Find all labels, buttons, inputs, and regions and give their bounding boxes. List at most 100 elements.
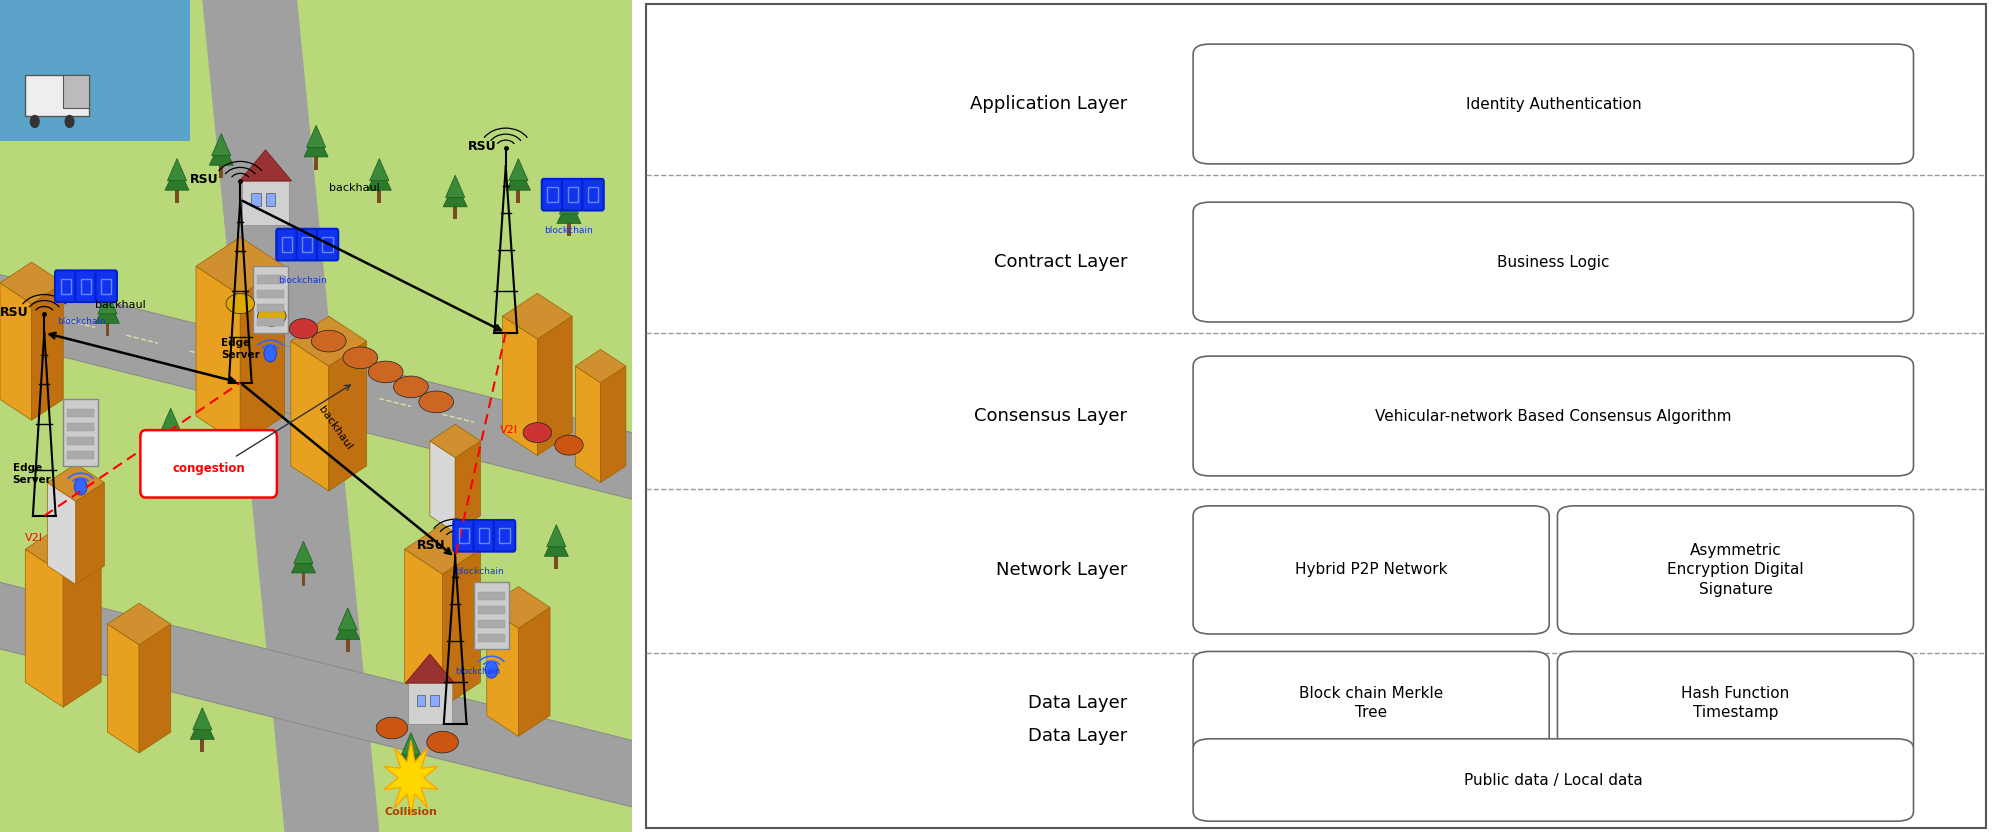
Polygon shape xyxy=(401,733,421,755)
FancyBboxPatch shape xyxy=(277,229,297,260)
Circle shape xyxy=(265,345,277,362)
Bar xyxy=(257,290,283,298)
Text: congestion: congestion xyxy=(173,462,245,475)
FancyBboxPatch shape xyxy=(140,430,277,498)
FancyBboxPatch shape xyxy=(454,520,476,552)
Polygon shape xyxy=(305,131,327,157)
Ellipse shape xyxy=(343,347,377,369)
Text: Vehicular-network Based Consensus Algorithm: Vehicular-network Based Consensus Algori… xyxy=(1375,409,1732,423)
Polygon shape xyxy=(291,341,329,491)
FancyBboxPatch shape xyxy=(474,520,496,552)
Bar xyxy=(257,275,283,284)
Bar xyxy=(407,683,452,724)
Bar xyxy=(460,528,470,543)
Polygon shape xyxy=(76,483,104,584)
Text: Asymmetric
Encryption Digital
Signature: Asymmetric Encryption Digital Signature xyxy=(1668,542,1804,597)
Polygon shape xyxy=(367,165,391,191)
Polygon shape xyxy=(239,150,291,181)
Text: Data Layer: Data Layer xyxy=(1028,727,1128,745)
Polygon shape xyxy=(203,0,379,832)
Ellipse shape xyxy=(393,376,427,398)
Polygon shape xyxy=(193,708,213,730)
Text: backhaul: backhaul xyxy=(317,404,353,451)
Polygon shape xyxy=(456,441,480,532)
Bar xyxy=(169,437,173,453)
Bar xyxy=(516,187,520,203)
Circle shape xyxy=(74,478,86,495)
Polygon shape xyxy=(211,134,231,156)
Bar xyxy=(478,606,506,614)
Bar xyxy=(66,437,94,445)
Bar xyxy=(64,399,98,466)
Bar xyxy=(568,187,578,202)
Ellipse shape xyxy=(257,306,287,326)
FancyBboxPatch shape xyxy=(1192,44,1913,164)
Bar xyxy=(100,279,110,294)
Bar xyxy=(66,409,94,417)
Text: Hybrid P2P Network: Hybrid P2P Network xyxy=(1295,562,1447,577)
FancyBboxPatch shape xyxy=(54,270,76,302)
Polygon shape xyxy=(329,341,367,491)
Polygon shape xyxy=(159,414,183,440)
Polygon shape xyxy=(399,739,423,765)
Circle shape xyxy=(486,661,498,678)
Bar xyxy=(175,187,179,203)
Polygon shape xyxy=(98,292,116,314)
FancyBboxPatch shape xyxy=(1192,739,1913,821)
Polygon shape xyxy=(405,654,454,683)
Polygon shape xyxy=(26,524,100,574)
Text: blockchain: blockchain xyxy=(544,226,592,235)
Bar xyxy=(568,220,570,236)
Text: blockchain: blockchain xyxy=(456,567,504,576)
Bar xyxy=(241,181,289,225)
Polygon shape xyxy=(337,608,357,630)
Polygon shape xyxy=(0,0,189,141)
Text: V2I: V2I xyxy=(26,532,44,542)
Text: Contract Layer: Contract Layer xyxy=(993,253,1128,271)
Bar xyxy=(315,154,317,170)
Polygon shape xyxy=(138,624,171,753)
Text: Application Layer: Application Layer xyxy=(969,95,1128,113)
Text: backhaul: backhaul xyxy=(94,300,147,310)
FancyBboxPatch shape xyxy=(317,229,339,260)
Polygon shape xyxy=(0,582,632,807)
Text: Consensus Layer: Consensus Layer xyxy=(973,407,1128,425)
Bar xyxy=(219,162,223,178)
Text: RSU: RSU xyxy=(468,140,496,153)
Bar xyxy=(478,620,506,628)
Bar xyxy=(323,237,333,252)
Bar xyxy=(64,75,88,108)
FancyBboxPatch shape xyxy=(1192,356,1913,476)
Polygon shape xyxy=(369,159,389,181)
Polygon shape xyxy=(446,176,466,197)
Polygon shape xyxy=(383,740,438,815)
Polygon shape xyxy=(293,542,313,563)
Ellipse shape xyxy=(524,423,552,443)
Text: RSU: RSU xyxy=(417,539,446,552)
Polygon shape xyxy=(429,441,456,532)
Circle shape xyxy=(30,115,40,128)
Ellipse shape xyxy=(311,330,345,352)
Text: RSU: RSU xyxy=(189,173,219,186)
Ellipse shape xyxy=(367,361,403,383)
Text: V2I: V2I xyxy=(500,424,518,434)
Bar xyxy=(478,634,506,642)
Bar xyxy=(66,423,94,431)
Polygon shape xyxy=(108,603,171,645)
Polygon shape xyxy=(0,283,32,420)
Text: backhaul: backhaul xyxy=(329,183,379,193)
Ellipse shape xyxy=(554,435,584,455)
Polygon shape xyxy=(96,298,120,324)
Polygon shape xyxy=(502,316,538,456)
Polygon shape xyxy=(576,366,600,483)
Text: Data Layer: Data Layer xyxy=(1028,694,1128,712)
Text: blockchain: blockchain xyxy=(279,276,327,285)
Polygon shape xyxy=(291,316,367,366)
Bar xyxy=(66,451,94,459)
Bar xyxy=(345,636,349,652)
Bar xyxy=(409,761,413,777)
Bar xyxy=(417,695,425,706)
Text: Hash Function
Timestamp: Hash Function Timestamp xyxy=(1682,686,1790,721)
Bar xyxy=(26,75,88,116)
Text: Collision: Collision xyxy=(385,807,438,817)
